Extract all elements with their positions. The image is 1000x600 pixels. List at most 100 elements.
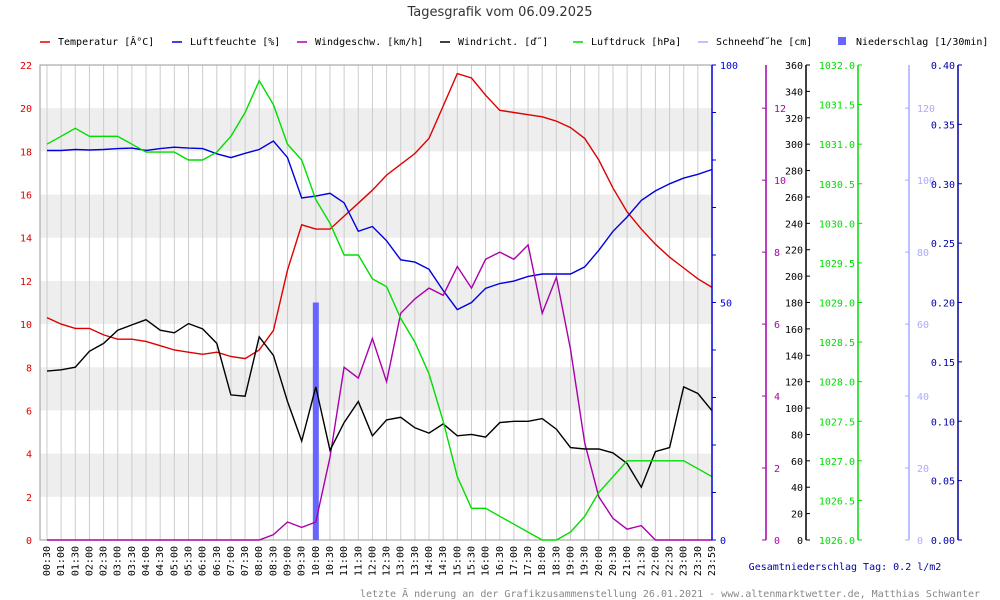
axis-tick-label: 12 (20, 277, 32, 288)
axis-tick-label: 0.15 (931, 358, 955, 369)
axis-tick-label: 0.10 (931, 417, 955, 428)
x-tick-label: 22:00 (650, 546, 661, 576)
band (40, 108, 712, 152)
x-tick-label: 04:00 (141, 546, 152, 576)
axis-tick-label: 120 (785, 378, 803, 389)
x-tick-label: 07:30 (240, 546, 251, 576)
series-lines (46, 72, 713, 541)
axis-tick-label: 160 (785, 325, 803, 336)
axis-tick-label: 0.20 (931, 299, 955, 310)
axis-tick-label: 360 (785, 61, 803, 72)
y-axes: 0246810121416182022050100024681012020406… (20, 61, 962, 547)
axis-tick-label: 260 (785, 193, 803, 204)
band (40, 194, 712, 238)
x-tick-label: 20:30 (608, 546, 619, 576)
axis-tick-label: 1027.5 (819, 417, 855, 428)
legend: Temperatur [Â°C] Luftfeuchte [%] Windgesch… (40, 35, 988, 48)
axis-tick-label: 0 (720, 536, 726, 547)
x-tick-label: 03:30 (127, 546, 138, 576)
axis-tick-label: 10 (20, 320, 32, 331)
x-tick-label: 10:30 (325, 546, 336, 576)
axis-tick-label: 1029.0 (819, 299, 855, 310)
axis-press: 1026.0 1026.5 1027.0 1027.5 1028.0 1028.5 1029… (819, 61, 862, 547)
axis-tick-label: 6 (774, 320, 780, 331)
legend-item: Schneehď˝he [cm] (698, 36, 812, 48)
axis-tick-label: 1030.5 (819, 180, 855, 191)
axis-tick-label: 80 (917, 248, 929, 259)
x-tick-label: 07:00 (226, 546, 237, 576)
legend-item: Windricht. [ď˝] (440, 36, 548, 48)
axis-tick-label: 0.35 (931, 120, 955, 131)
axis-tick-label: 100 (917, 176, 935, 187)
axis-tick-label: 0 (917, 536, 923, 547)
x-tick-label: 23:59 (707, 546, 718, 576)
x-tick-label: 19:30 (580, 546, 591, 576)
axis-tick-label: 2 (774, 464, 780, 475)
axis-tick-label: 20 (791, 510, 803, 521)
chart-title: Tagesgrafik vom 06.09.2025 (406, 5, 592, 20)
axis-tick-label: 0.05 (931, 477, 955, 488)
legend-label: Temperatur [Â°C] (58, 35, 154, 48)
axis-tick-label: 240 (785, 219, 803, 230)
legend-label: Luftfeuchte [%] (190, 37, 280, 48)
x-tick-label: 15:00 (452, 546, 463, 576)
x-tick-label: 05:30 (183, 546, 194, 576)
x-tick-label: 23:00 (679, 546, 690, 576)
x-tick-label: 06:00 (198, 546, 209, 576)
axis-tick-label: 300 (785, 140, 803, 151)
precip-bar (312, 302, 319, 540)
axis-tick-label: 200 (785, 272, 803, 283)
legend-item: Windgeschw. [km/h] (297, 37, 423, 48)
x-tick-label: 21:00 (622, 546, 633, 576)
x-tick-label: 18:30 (551, 546, 562, 576)
x-tick-label: 13:30 (410, 546, 421, 576)
axis-tick-label: 1026.5 (819, 496, 855, 507)
series-temp (46, 72, 713, 360)
band (40, 280, 712, 325)
x-tick-label: 10:00 (311, 546, 322, 576)
x-tick-label: 20:00 (594, 546, 605, 576)
axis-tick-label: 20 (20, 104, 32, 115)
axis-temp: 0 2 4 6 8 10 12 14 16 18 20 22 (20, 61, 32, 547)
legend-label: Schneehď˝he [cm] (716, 36, 812, 48)
axis-tick-label: 320 (785, 114, 803, 125)
axis-tick-label: 22 (20, 61, 32, 72)
axis-tick-label: 2 (26, 493, 32, 504)
axis-tick-label: 220 (785, 246, 803, 257)
axis-tick-label: 20 (917, 464, 929, 475)
axis-wind: 0 2 4 6 8 10 12 (762, 65, 786, 547)
x-tick-label: 01:30 (70, 546, 81, 576)
axis-snow: 0 20 40 60 80 100 120 (905, 65, 935, 547)
axis-hum: 0 50 100 (711, 61, 738, 547)
credit-line: letzte Ã nderung an der Grafikzusammenst… (360, 587, 980, 600)
axis-tick-label: 0 (774, 536, 780, 547)
axis-tick-label: 4 (774, 392, 780, 403)
series-wind (47, 243, 712, 541)
axis-tick-label: 18 (20, 147, 32, 158)
x-tick-label: 11:00 (339, 546, 350, 576)
legend-item: Temperatur [Â°C] (40, 35, 154, 48)
x-tick-label: 16:30 (495, 546, 506, 576)
x-tick-label: 11:30 (353, 546, 364, 576)
background-bands (40, 65, 712, 540)
axis-tick-label: 1031.5 (819, 101, 855, 112)
legend-label: Niederschlag [1/30min] (856, 37, 988, 48)
axis-tick-label: 1027.0 (819, 457, 855, 468)
x-tick-label: 03:00 (113, 546, 124, 576)
axis-tick-label: 50 (720, 299, 732, 310)
axis-tick-label: 0 (26, 536, 32, 547)
axis-tick-label: 16 (20, 191, 32, 202)
axis-dir: 0 20 40 60 80 100 120 140 160 180 200 220 240 260 280 3… (785, 61, 810, 547)
x-tick-label: 08:30 (268, 546, 279, 576)
axis-tick-label: 1030.0 (819, 219, 855, 230)
x-tick-label: 18:00 (537, 546, 548, 576)
x-tick-label: 02:30 (99, 546, 110, 576)
x-axis-ticks: 00:30 01:00 01:30 02:00 02:30 03:00 03:30 04:00… (42, 546, 718, 576)
x-tick-label: 09:30 (297, 546, 308, 576)
x-tick-label: 17:00 (509, 546, 520, 576)
axis-tick-label: 12 (774, 104, 786, 115)
axis-tick-label: 40 (917, 392, 929, 403)
x-tick-label: 23:30 (693, 546, 704, 576)
axis-tick-label: 1026.0 (819, 536, 855, 547)
band (40, 367, 712, 411)
